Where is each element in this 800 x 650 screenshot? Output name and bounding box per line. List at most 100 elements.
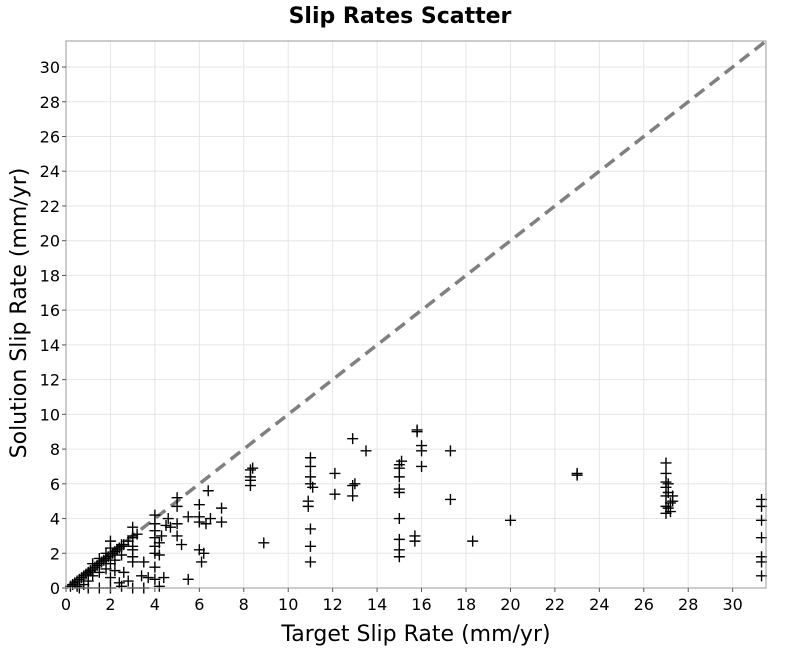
y-tick-label: 18 (40, 266, 60, 285)
x-tick-label: 16 (411, 595, 431, 614)
y-tick-label: 2 (50, 544, 60, 563)
data-point (116, 549, 128, 561)
data-point (756, 514, 768, 526)
x-tick-label: 0 (61, 595, 71, 614)
data-point (149, 509, 161, 521)
data-point (138, 556, 150, 568)
data-point (149, 561, 161, 573)
data-point (304, 452, 316, 464)
data-point (393, 551, 405, 563)
y-tick-label: 26 (40, 128, 60, 147)
x-tick-label: 8 (239, 595, 249, 614)
y-tick-label: 4 (50, 510, 60, 529)
data-point (216, 502, 228, 514)
data-point (131, 528, 143, 540)
data-point (100, 563, 112, 575)
x-tick-label: 30 (722, 595, 742, 614)
x-tick-label: 4 (150, 595, 160, 614)
data-point (182, 573, 194, 585)
data-point (258, 537, 270, 549)
data-point (193, 499, 205, 511)
y-tick-label: 20 (40, 232, 60, 251)
data-point (304, 540, 316, 552)
data-point (104, 535, 116, 547)
data-point (164, 521, 176, 533)
data-point (113, 577, 125, 589)
data-point (196, 556, 208, 568)
data-point (416, 460, 428, 472)
data-point (82, 568, 94, 580)
data-point (87, 558, 99, 570)
data-point (122, 575, 134, 587)
data-point (571, 467, 583, 479)
reference-line-layer (64, 39, 768, 590)
data-point (171, 518, 183, 530)
data-point (153, 549, 165, 561)
data-point (158, 572, 170, 584)
data-point (756, 532, 768, 544)
y-tick-label: 16 (40, 301, 60, 320)
data-point (302, 495, 314, 507)
data-point (127, 521, 139, 533)
data-point (244, 474, 256, 486)
data-point (142, 572, 154, 584)
data-point (347, 490, 359, 502)
data-point (176, 539, 188, 551)
data-point (193, 511, 205, 523)
data-point (71, 580, 83, 592)
data-point (116, 539, 128, 551)
data-point (87, 570, 99, 582)
x-tick-label: 26 (634, 595, 654, 614)
x-tick-label: 22 (545, 595, 565, 614)
data-point (329, 488, 341, 500)
data-point (160, 519, 172, 531)
data-point (171, 492, 183, 504)
data-point (664, 497, 676, 509)
data-point (444, 493, 456, 505)
data-point (100, 547, 112, 559)
data-points (64, 424, 768, 594)
y-tick-label: 0 (50, 579, 60, 598)
x-tick-label: 18 (456, 595, 476, 614)
data-point (329, 467, 341, 479)
chart-title: Slip Rates Scatter (289, 4, 512, 29)
x-tick-label: 12 (322, 595, 342, 614)
y-tick-label: 14 (40, 336, 60, 355)
grid-lines (65, 41, 766, 589)
data-point (756, 500, 768, 512)
data-point (244, 464, 256, 476)
y-tick-label: 28 (40, 93, 60, 112)
data-point (347, 480, 359, 492)
x-tick-label: 2 (105, 595, 115, 614)
data-point (756, 570, 768, 582)
y-tick-label: 6 (50, 475, 60, 494)
data-point (349, 478, 361, 490)
data-point (93, 566, 105, 578)
data-point (136, 570, 148, 582)
data-point (200, 518, 212, 530)
x-tick-label: 28 (678, 595, 698, 614)
data-point (304, 556, 316, 568)
data-point (216, 516, 228, 528)
data-point (247, 462, 259, 474)
data-point (756, 556, 768, 568)
data-point (411, 424, 423, 436)
data-point (204, 513, 216, 525)
one-to-one-reference-line (64, 39, 768, 590)
data-point (202, 485, 214, 497)
data-point (127, 540, 139, 552)
data-point (182, 511, 194, 523)
data-point (504, 514, 516, 526)
data-point (660, 457, 672, 469)
data-point (153, 537, 165, 549)
data-point (109, 565, 121, 577)
data-point (162, 513, 174, 525)
y-tick-label: 22 (40, 197, 60, 216)
data-point (93, 552, 105, 564)
data-point (662, 478, 674, 490)
data-point (360, 445, 372, 457)
x-tick-label: 14 (367, 595, 387, 614)
data-point (109, 554, 121, 566)
